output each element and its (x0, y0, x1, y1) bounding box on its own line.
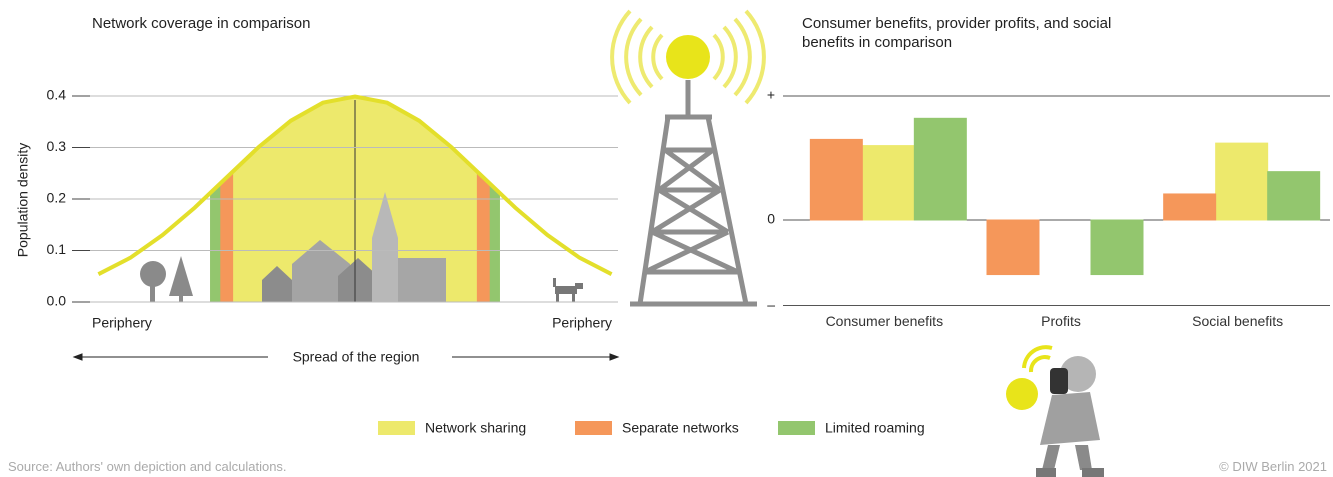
legend-label: Network sharing (425, 420, 526, 436)
village-illustration-part (262, 266, 292, 302)
y-tick-label: 0.1 (47, 241, 67, 257)
x-axis-label: Spread of the region (293, 349, 420, 365)
legend-label: Limited roaming (825, 420, 925, 436)
person-illustration-part (1040, 392, 1100, 445)
village-illustration-part (140, 261, 166, 287)
legend-swatch (778, 421, 815, 435)
y-tick-label: 0.3 (47, 138, 67, 154)
person-illustration-part (1075, 445, 1092, 470)
legend-label: Separate networks (622, 420, 739, 436)
village-illustration-part (150, 283, 155, 302)
tower-illustration-part-part (663, 147, 722, 193)
tower-illustration-part-part (610, 9, 632, 105)
bar (913, 117, 967, 221)
bar (1163, 193, 1217, 221)
tower-illustration-part (610, 9, 766, 105)
village-illustration-part-part (555, 286, 577, 294)
tower-illustration-part-part (637, 116, 671, 305)
y-axis-label: Population density (15, 143, 31, 257)
tower-illustration-part-part (650, 187, 722, 235)
tower-illustration-part-part (705, 116, 749, 305)
village-illustration (140, 192, 583, 302)
person-illustration-part (1042, 445, 1060, 470)
bar (986, 219, 1040, 276)
person-illustration (1006, 345, 1104, 477)
tower-illustration-part-part (638, 25, 654, 89)
copyright: © DIW Berlin 2021 (1219, 459, 1327, 474)
bar (1267, 171, 1321, 221)
y-tick-label: – (767, 296, 775, 312)
tower-illustration-part-part (657, 187, 730, 235)
x-end-label: Periphery (92, 315, 152, 331)
tower-illustration-part-part (712, 33, 725, 81)
person-illustration-part (1060, 356, 1096, 392)
tower-illustration-part-part (722, 25, 738, 89)
tower-illustration-part-part (744, 9, 766, 105)
village-illustration-part-part (572, 292, 575, 302)
x-tick-label: Profits (1041, 313, 1081, 329)
legend-swatch (575, 421, 612, 435)
person-illustration-part (1050, 368, 1068, 394)
tower-illustration-part-part (624, 17, 643, 97)
person-illustration-part-part (1028, 355, 1051, 373)
person-illustration-part-part (1022, 345, 1053, 369)
bar (861, 145, 915, 221)
tower-illustration-part-part (657, 147, 715, 193)
person-illustration-part (1036, 468, 1056, 477)
y-tick-label: 0 (767, 211, 775, 227)
tower-illustration-part (630, 80, 757, 307)
y-tick-label: 0.2 (47, 190, 67, 206)
bar (809, 138, 863, 221)
village-illustration-part-part (553, 278, 556, 287)
tower-illustration-part-part (733, 17, 752, 97)
chart-title: Consumer benefits, provider profits, and… (802, 15, 1112, 51)
x-tick-label: Social benefits (1192, 313, 1284, 329)
x-tick-label: Consumer benefits (825, 313, 944, 329)
village-illustration-part-part (575, 283, 583, 289)
village-illustration-part (169, 256, 193, 296)
village-illustration-part-part (556, 292, 559, 302)
person-illustration-part (1022, 345, 1053, 373)
source-note: Source: Authors' own depiction and calcu… (8, 459, 287, 474)
region-arrow-part (609, 353, 620, 361)
tower-illustration-part (666, 35, 710, 79)
tower-illustration-part-part (651, 33, 664, 81)
village-illustration-part (338, 258, 378, 302)
density-curve (97, 94, 613, 276)
bar (1090, 219, 1144, 276)
person-illustration-part (1006, 378, 1038, 410)
village-illustration-part (398, 258, 446, 302)
tower-illustration-part-part (650, 229, 740, 275)
village-illustration-part (179, 294, 183, 302)
tower-illustration-part-part (643, 229, 730, 275)
region-arrow (72, 353, 620, 361)
bar (1215, 142, 1269, 221)
village-illustration-part (372, 192, 398, 302)
x-end-label: Periphery (552, 315, 612, 331)
village-illustration-part (553, 278, 583, 302)
legend-swatch (378, 421, 415, 435)
y-tick-label: + (767, 87, 775, 103)
y-tick-label: 0.4 (47, 87, 67, 103)
person-illustration-part (1082, 468, 1104, 477)
region-arrow-part (72, 353, 83, 361)
tower-illustration (610, 9, 766, 307)
village-illustration-part (292, 240, 350, 302)
y-tick-label: 0.0 (47, 293, 67, 309)
chart-title: Network coverage in comparison (92, 15, 311, 32)
